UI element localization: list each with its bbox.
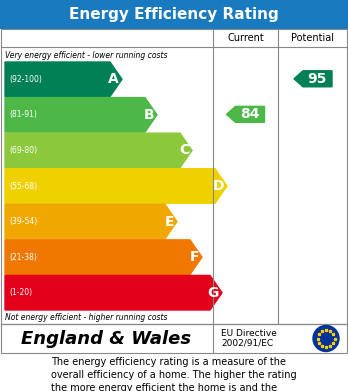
Text: 95: 95: [307, 72, 327, 86]
Text: Energy Efficiency Rating: Energy Efficiency Rating: [69, 7, 279, 22]
Polygon shape: [5, 133, 192, 168]
Polygon shape: [5, 275, 222, 310]
Polygon shape: [5, 204, 177, 239]
Text: B: B: [143, 108, 154, 122]
Text: (69-80): (69-80): [9, 146, 37, 155]
Text: (92-100): (92-100): [9, 75, 42, 84]
Text: The energy efficiency rating is a measure of the
overall efficiency of a home. T: The energy efficiency rating is a measur…: [51, 357, 297, 391]
Text: (55-68): (55-68): [9, 181, 37, 190]
Text: (81-91): (81-91): [9, 110, 37, 119]
Circle shape: [313, 325, 339, 352]
Polygon shape: [5, 169, 227, 203]
Text: Potential: Potential: [292, 33, 334, 43]
Text: F: F: [190, 250, 199, 264]
Text: Current: Current: [227, 33, 264, 43]
Text: Very energy efficient - lower running costs: Very energy efficient - lower running co…: [5, 51, 167, 60]
Text: C: C: [179, 143, 189, 158]
Polygon shape: [227, 106, 264, 122]
Text: A: A: [108, 72, 119, 86]
Text: E: E: [165, 215, 174, 229]
Bar: [1, 29, 347, 324]
Bar: [0, 0, 348, 28]
Text: D: D: [213, 179, 224, 193]
Polygon shape: [5, 98, 157, 132]
Text: 2002/91/EC: 2002/91/EC: [221, 339, 273, 348]
Text: Not energy efficient - higher running costs: Not energy efficient - higher running co…: [5, 313, 167, 322]
Text: (1-20): (1-20): [9, 288, 32, 297]
Polygon shape: [294, 71, 332, 87]
Text: EU Directive: EU Directive: [221, 330, 277, 339]
Text: G: G: [208, 286, 219, 300]
Text: 84: 84: [240, 108, 259, 121]
Polygon shape: [5, 62, 122, 97]
Polygon shape: [5, 240, 202, 274]
Text: (39-54): (39-54): [9, 217, 37, 226]
Bar: [1, 324, 347, 353]
Text: (21-38): (21-38): [9, 253, 37, 262]
Text: England & Wales: England & Wales: [22, 330, 191, 348]
